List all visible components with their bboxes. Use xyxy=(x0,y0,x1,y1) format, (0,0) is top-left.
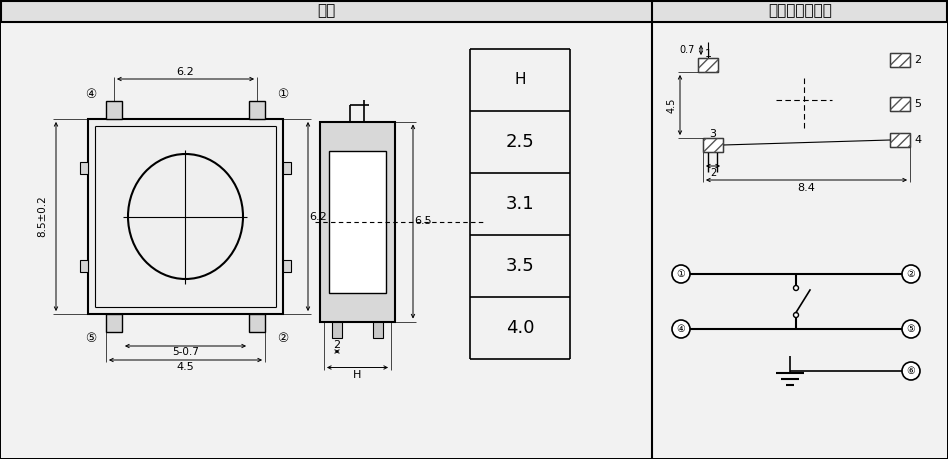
Circle shape xyxy=(672,320,690,338)
Bar xyxy=(80,260,88,272)
Text: H: H xyxy=(514,73,526,88)
Bar xyxy=(703,138,723,152)
Text: 尺寸: 尺寸 xyxy=(317,4,336,18)
Text: 1: 1 xyxy=(704,49,712,59)
Bar xyxy=(106,314,122,332)
Bar xyxy=(88,119,283,314)
Text: ⑥: ⑥ xyxy=(906,366,916,376)
Bar xyxy=(703,138,723,152)
Bar xyxy=(1,22,652,458)
Text: 6.5: 6.5 xyxy=(414,217,431,226)
Circle shape xyxy=(793,285,798,291)
Text: ⑤: ⑤ xyxy=(84,331,96,345)
Text: 4: 4 xyxy=(914,135,921,145)
Bar xyxy=(698,58,718,72)
Bar xyxy=(890,133,910,147)
Text: 3.5: 3.5 xyxy=(505,257,535,275)
Bar xyxy=(106,101,122,119)
Bar xyxy=(249,314,265,332)
Text: 4.5: 4.5 xyxy=(176,362,194,372)
Bar xyxy=(332,321,342,337)
Text: ④: ④ xyxy=(677,324,685,334)
Bar xyxy=(890,53,910,67)
Text: ①: ① xyxy=(277,89,288,101)
Text: 5: 5 xyxy=(914,99,921,109)
Text: 安装图及电路图: 安装图及电路图 xyxy=(768,4,832,18)
Text: H: H xyxy=(354,370,362,381)
Text: 3.1: 3.1 xyxy=(505,195,535,213)
Text: ①: ① xyxy=(677,269,685,279)
Bar xyxy=(890,133,910,147)
Text: 4.5: 4.5 xyxy=(667,97,677,113)
Bar xyxy=(698,58,718,72)
Circle shape xyxy=(902,320,920,338)
Text: ②: ② xyxy=(277,331,288,345)
Circle shape xyxy=(672,265,690,283)
Bar xyxy=(653,22,947,458)
Ellipse shape xyxy=(128,154,243,279)
Bar xyxy=(249,101,265,119)
Circle shape xyxy=(902,265,920,283)
Text: ②: ② xyxy=(906,269,916,279)
Text: ④: ④ xyxy=(84,89,96,101)
Text: 8.4: 8.4 xyxy=(797,183,815,193)
Text: 2: 2 xyxy=(334,341,340,351)
Text: 4.0: 4.0 xyxy=(505,319,535,337)
Bar xyxy=(890,97,910,111)
Text: 2.5: 2.5 xyxy=(505,133,535,151)
Text: 6.2: 6.2 xyxy=(309,212,327,222)
Bar xyxy=(320,122,395,321)
Bar xyxy=(80,162,88,174)
Bar xyxy=(329,151,386,292)
Bar xyxy=(283,260,291,272)
Text: ⑤: ⑤ xyxy=(906,324,916,334)
Bar xyxy=(890,97,910,111)
Text: 5-0.7: 5-0.7 xyxy=(173,347,199,357)
Text: 6.2: 6.2 xyxy=(176,67,194,77)
Circle shape xyxy=(902,362,920,380)
Text: 0.7: 0.7 xyxy=(680,45,695,55)
Text: 2: 2 xyxy=(710,168,716,178)
Text: 8.5±0.2: 8.5±0.2 xyxy=(37,196,47,237)
Bar xyxy=(283,162,291,174)
Bar xyxy=(890,53,910,67)
Text: 3: 3 xyxy=(709,129,717,139)
Text: 2: 2 xyxy=(914,55,921,65)
Circle shape xyxy=(793,313,798,318)
Bar xyxy=(373,321,383,337)
